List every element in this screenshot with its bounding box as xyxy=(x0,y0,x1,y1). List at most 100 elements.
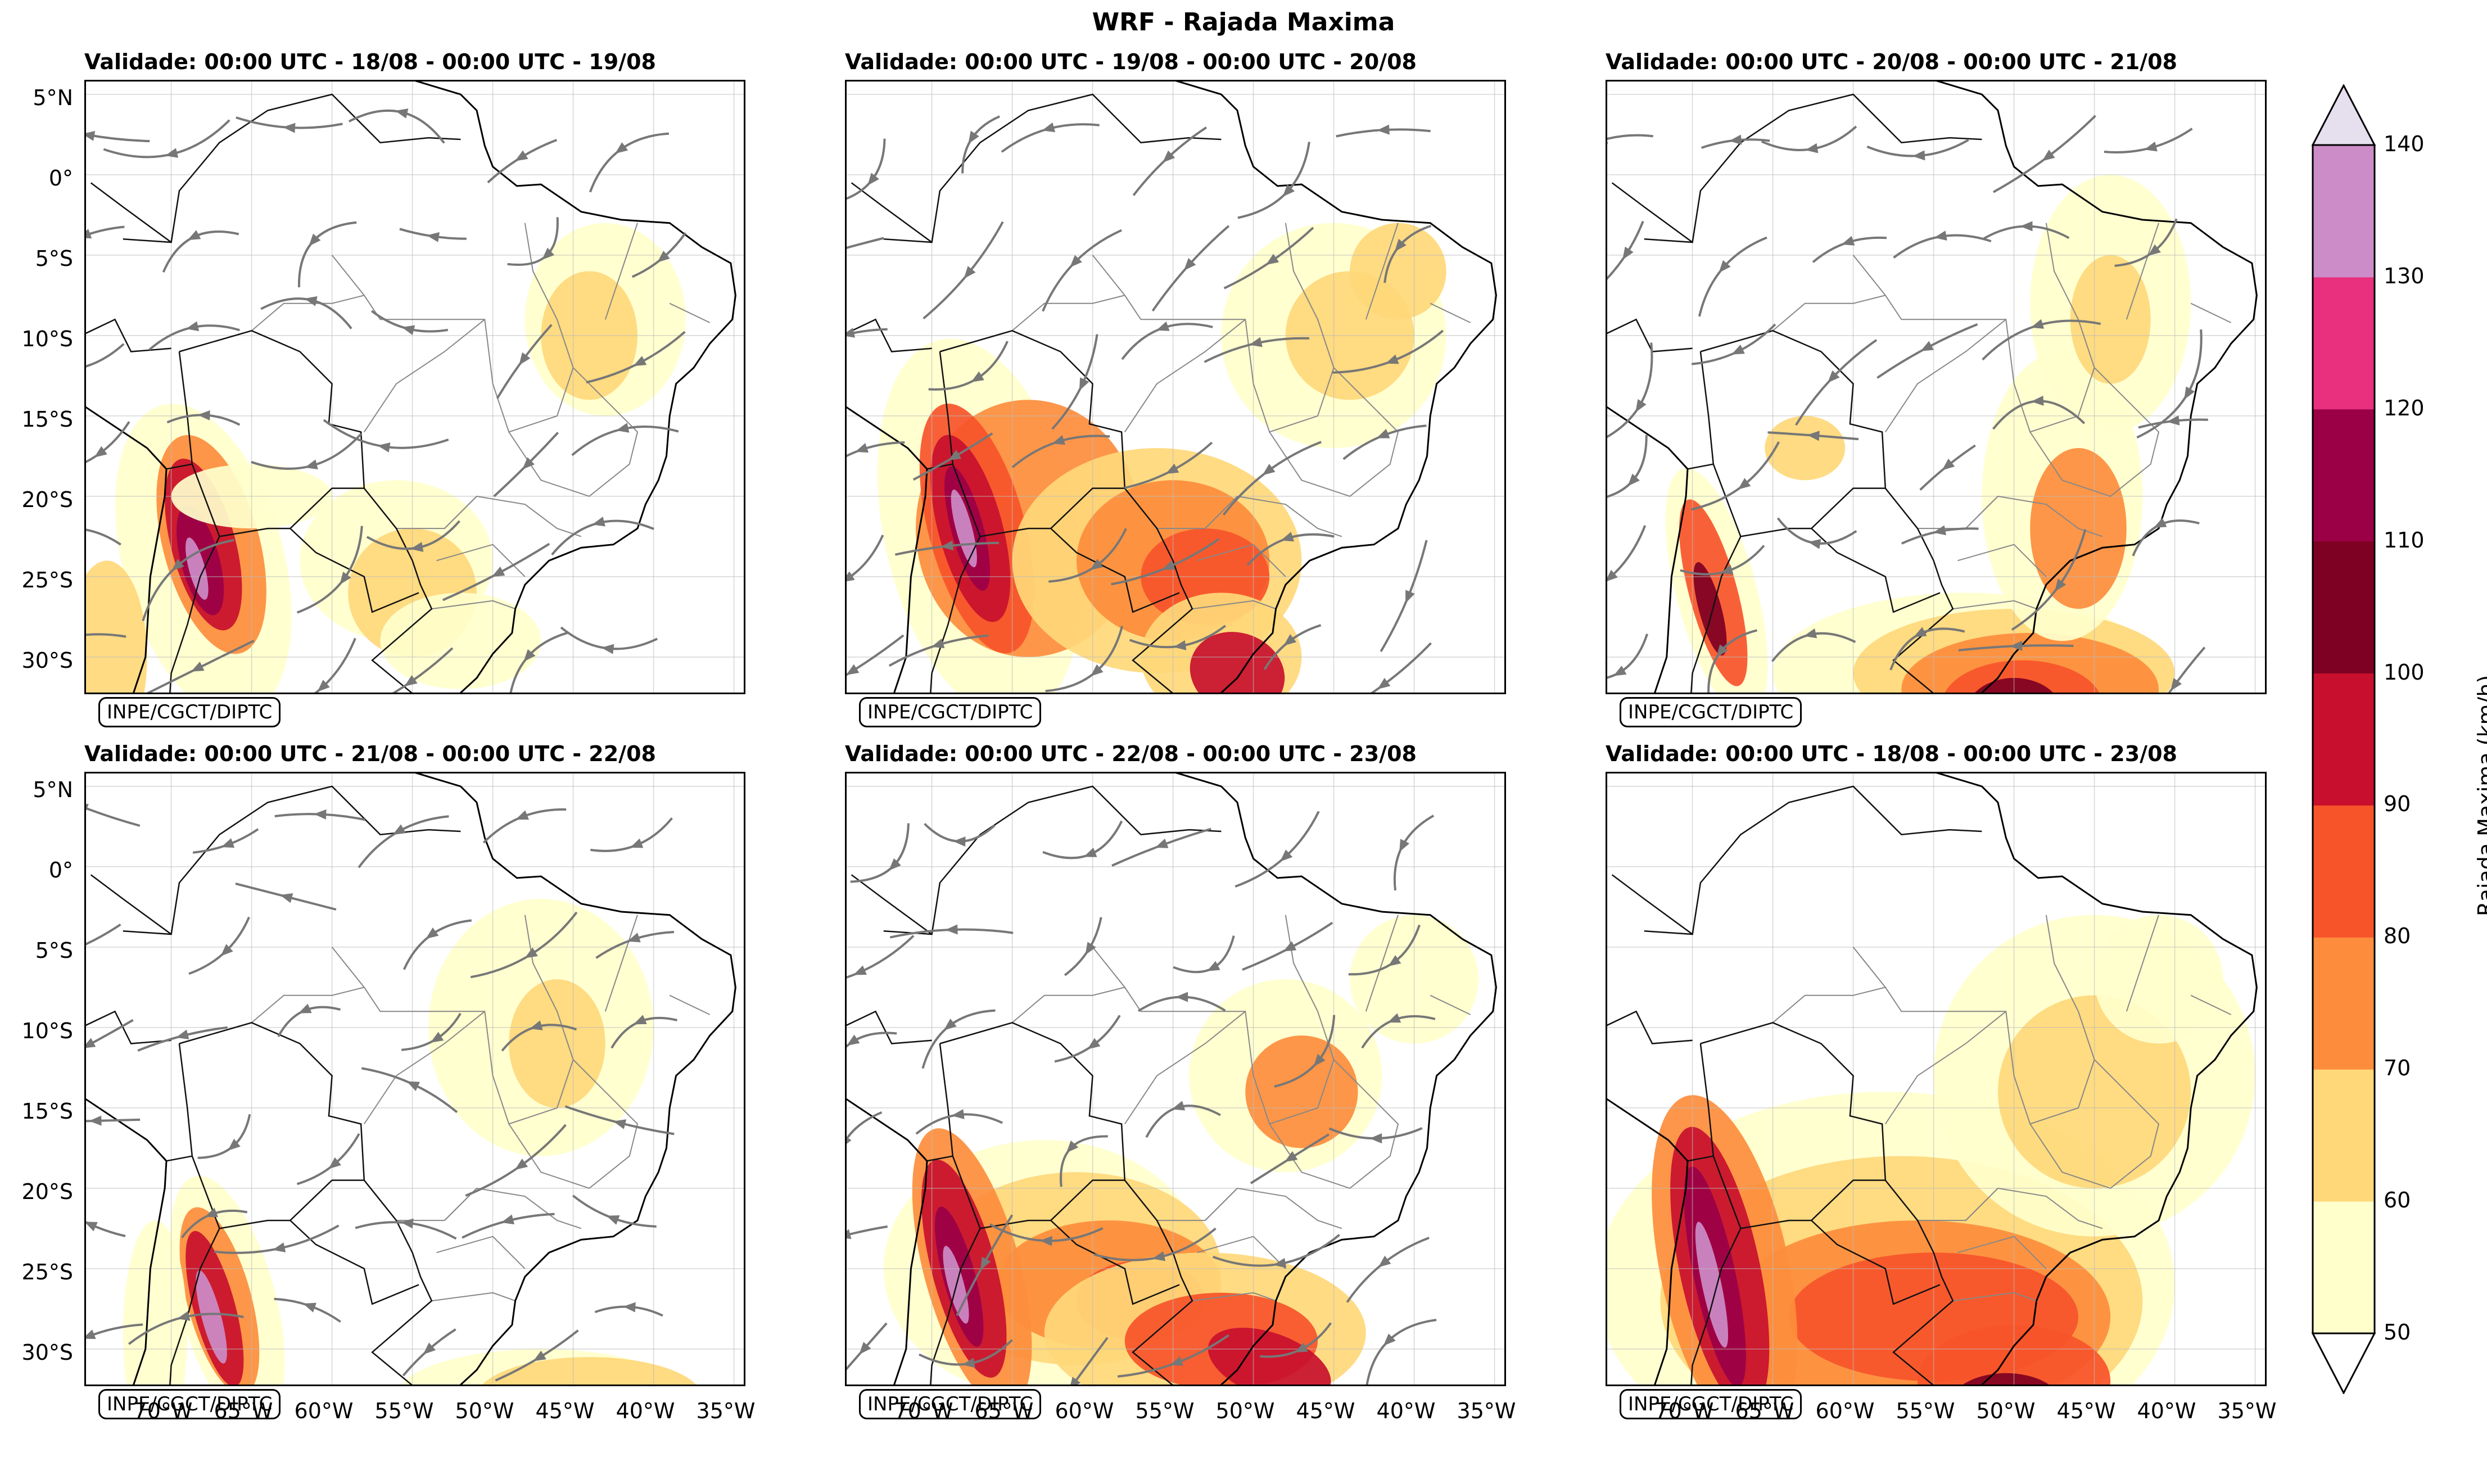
gust-contour xyxy=(1695,1221,1729,1348)
streamlines xyxy=(86,108,687,693)
lon-tick: 40°W xyxy=(616,1399,675,1423)
state-border xyxy=(251,987,365,1024)
streamline xyxy=(847,1111,883,1141)
state-border xyxy=(363,319,485,433)
streamline-arrow xyxy=(1066,1140,1079,1153)
streamline-arrow xyxy=(1170,1356,1184,1366)
country-border xyxy=(1050,1220,1180,1305)
streamline-arrow xyxy=(1165,463,1179,474)
streamline-arrow xyxy=(1087,1038,1101,1049)
streamline-arrow xyxy=(1607,134,1608,144)
coastline xyxy=(86,82,736,693)
gust-contour xyxy=(2070,255,2151,384)
country-border xyxy=(1050,528,1180,613)
streamline-arrow xyxy=(1405,590,1415,604)
streamline-arrow xyxy=(1720,564,1734,575)
streamline-arrow xyxy=(1388,955,1401,967)
state-border xyxy=(1918,1188,1998,1221)
state-border xyxy=(1197,544,1286,577)
streamline-arrow xyxy=(406,1081,420,1091)
streamline-arrow xyxy=(2020,221,2033,232)
streamline-arrow xyxy=(1399,839,1410,852)
streamline-arrow xyxy=(1173,640,1187,650)
streamline-arrow xyxy=(1090,664,1104,677)
state-border xyxy=(669,302,711,323)
streamline-arrow xyxy=(948,450,962,461)
state-border xyxy=(363,1011,485,1125)
lon-tick: 50°W xyxy=(455,1399,514,1423)
streamline xyxy=(86,343,125,368)
streamline-arrow xyxy=(1279,849,1293,862)
streamline-arrow xyxy=(847,1034,860,1046)
streamline-arrow xyxy=(1069,1377,1081,1385)
country-border xyxy=(926,1155,953,1162)
lon-tick: 60°W xyxy=(1055,1399,1114,1423)
lon-tick: 40°W xyxy=(2137,1399,2196,1423)
state-border xyxy=(2029,367,2160,497)
state-border xyxy=(1884,1011,2006,1125)
streamline-arrow xyxy=(303,1302,316,1313)
map-panel-4 xyxy=(84,772,745,1386)
streamline xyxy=(86,807,141,827)
streamline-arrow xyxy=(853,965,867,975)
streamline-arrow xyxy=(1394,238,1407,252)
streamline-arrow xyxy=(165,148,179,158)
streamline xyxy=(847,935,915,979)
streamline-arrow xyxy=(177,1311,191,1321)
streamline xyxy=(1365,1319,1437,1385)
streamline-arrow xyxy=(514,1159,528,1170)
lon-tick: 50°W xyxy=(1215,1399,1275,1423)
figure-title: WRF - Rajada Maxima xyxy=(1092,8,1395,37)
streamline xyxy=(1151,225,1230,312)
streamline xyxy=(1054,1015,1121,1063)
colorbar-tick: 110 xyxy=(2384,527,2425,553)
streamline-arrow xyxy=(859,1342,871,1355)
streamline-arrow xyxy=(627,933,641,943)
streamline xyxy=(847,237,884,249)
country-border xyxy=(939,351,1125,537)
streamline-arrow xyxy=(1313,1053,1326,1067)
streamline-arrow xyxy=(1627,473,1640,486)
streamline-arrow xyxy=(2147,244,2161,256)
colorbar-segment xyxy=(2313,541,2375,674)
streamline-arrow xyxy=(401,325,415,336)
streamlines xyxy=(847,115,1444,693)
streamline-arrow xyxy=(282,123,296,133)
streamline-arrow xyxy=(305,459,318,470)
state-border xyxy=(508,367,639,497)
streamline-arrow xyxy=(1807,431,1820,441)
gust-contour xyxy=(951,489,977,568)
streamline xyxy=(847,1225,888,1237)
streamline-arrow xyxy=(1933,525,1947,536)
state-border xyxy=(251,295,365,332)
gust-contour xyxy=(509,979,605,1108)
streamline-arrow xyxy=(1827,370,1840,383)
streamline-arrow xyxy=(400,1218,414,1229)
streamline xyxy=(192,828,259,854)
country-border xyxy=(847,1010,932,1044)
coastline xyxy=(1607,82,2258,693)
streamline-arrow xyxy=(613,1119,627,1129)
gust-contour xyxy=(186,537,209,600)
streamline-arrow xyxy=(2031,395,2044,406)
streamline-arrow xyxy=(1183,258,1196,271)
streamline-arrow xyxy=(633,356,647,367)
country-border xyxy=(851,874,933,935)
country-border xyxy=(1687,1155,1714,1162)
state-border xyxy=(1205,1187,1342,1229)
streamline xyxy=(1235,811,1320,888)
lon-tick: 65°W xyxy=(214,1399,273,1423)
streamline xyxy=(1607,525,1647,582)
colorbar-segment xyxy=(2313,409,2375,542)
streamline-arrow xyxy=(491,566,505,577)
streamline-arrow xyxy=(1731,345,1745,355)
state-border xyxy=(508,1059,639,1189)
streamline-arrow xyxy=(1385,354,1399,364)
country-border xyxy=(166,1155,193,1162)
gust-contour xyxy=(1190,632,1285,693)
gust-contour xyxy=(1945,660,2099,693)
gust-contour xyxy=(196,1270,227,1364)
streamline xyxy=(1346,1237,1430,1303)
streamline xyxy=(961,115,1000,174)
map-panel-3 xyxy=(1606,80,2267,694)
